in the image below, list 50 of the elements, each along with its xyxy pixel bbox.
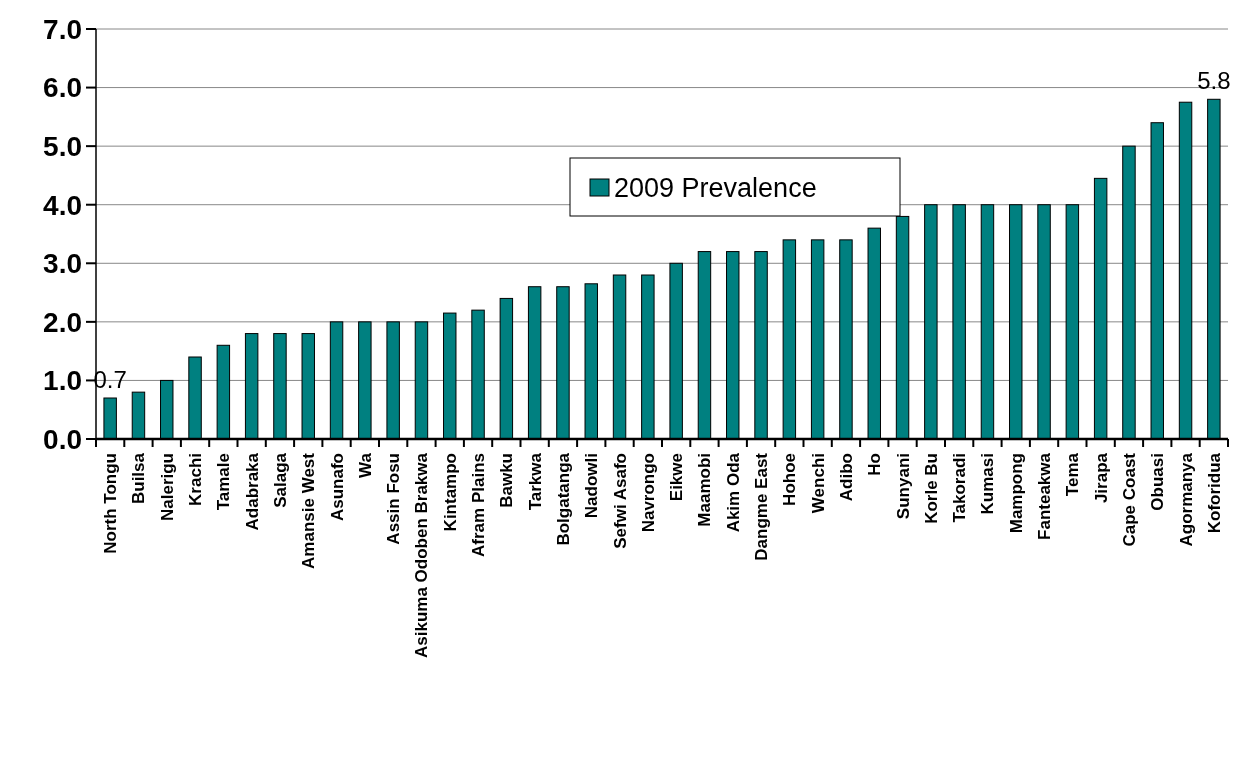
x-tick-label: Eikwe (667, 453, 687, 502)
x-tick-label: Kintampo (440, 453, 460, 532)
x-tick-label: Koforidua (1204, 452, 1224, 534)
y-tick-label: 1.0 (43, 365, 82, 397)
x-tick-label: Sunyani (893, 453, 913, 520)
y-tick-label: 2.0 (43, 306, 82, 338)
x-tick-label: Takoradi (950, 453, 970, 523)
x-tick-label: Asikuma Odoben Brakwa (412, 452, 432, 659)
x-tick-label: Amansie West (299, 452, 319, 569)
x-tick-label: Tema (1063, 452, 1083, 497)
y-tick-label: 4.0 (43, 189, 82, 221)
x-tick-label: Cape Coast (1119, 452, 1139, 547)
x-tick-label: Afram Plains (469, 453, 489, 557)
x-tick-label: Nalerigu (157, 453, 177, 522)
x-tick-label: Nadowli (582, 453, 602, 519)
legend-label: 2009 Prevalence (614, 173, 817, 204)
x-tick-label: Dangme East (752, 452, 772, 561)
x-tick-label: Navrongo (638, 453, 658, 533)
x-tick-label: Adabraka (242, 452, 262, 531)
x-tick-label: Tarkwa (525, 452, 545, 511)
x-tick-label: Wenchi (808, 453, 828, 514)
x-tick-label: Maamobi (695, 453, 715, 527)
x-tick-label: Sefwi Asafo (610, 453, 630, 549)
y-tick-label: 3.0 (43, 248, 82, 280)
x-tick-label: Assin Fosu (384, 453, 404, 545)
y-tick-label: 7.0 (43, 13, 82, 45)
x-tick-label: Mampong (1006, 453, 1026, 534)
x-tick-label: Korle Bu (921, 453, 941, 524)
x-tick-label: Bawku (497, 453, 517, 508)
x-tick-label: Wa (355, 452, 375, 478)
x-tick-label: Bolgatanga (553, 452, 573, 546)
x-tick-label: Tamale (214, 453, 234, 511)
x-tick-label: Kumasi (978, 453, 998, 515)
x-tick-label: North Tongu (101, 453, 121, 554)
x-tick-label: Adibo (836, 453, 856, 502)
y-tick-label: 5.0 (43, 130, 82, 162)
x-tick-label: Salaga (270, 452, 290, 508)
data-label: 5.8 (1197, 67, 1231, 95)
x-tick-label: Krachi (186, 453, 206, 506)
x-tick-label: Asunafo (327, 453, 347, 521)
x-tick-label: Ho (865, 453, 885, 476)
x-tick-label: Agormanya (1176, 452, 1196, 547)
y-tick-label: 0.0 (43, 423, 82, 455)
x-tick-label: Fanteakwa (1035, 452, 1055, 540)
x-tick-label: Akim Oda (723, 452, 743, 533)
x-tick-label: Hohoe (780, 453, 800, 506)
x-tick-label: Obuasi (1148, 453, 1168, 511)
x-tick-label: Jirapa (1091, 452, 1111, 504)
x-tick-label: Builsa (129, 452, 149, 505)
y-tick-label: 6.0 (43, 72, 82, 104)
